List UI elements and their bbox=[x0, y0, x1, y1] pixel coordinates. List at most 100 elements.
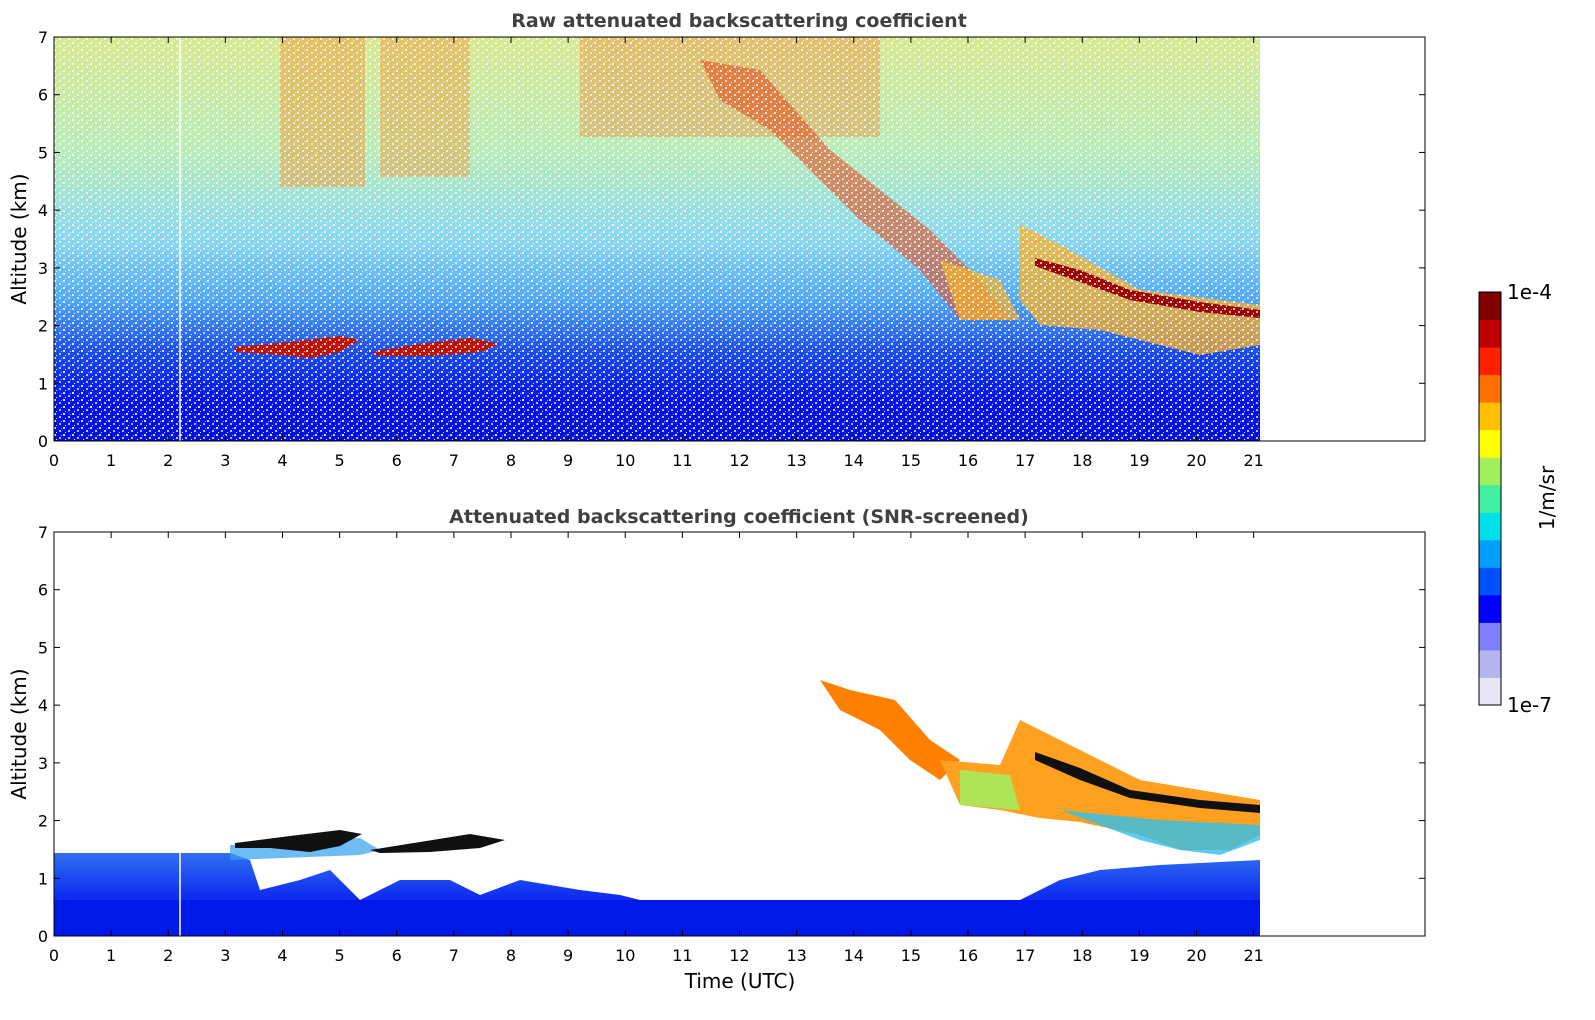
y-tick-label: 4 bbox=[38, 696, 48, 715]
x-tick-label: 8 bbox=[506, 451, 516, 470]
colorbar-unit-label: 1/m/sr bbox=[1535, 465, 1559, 530]
x-tick-label: 16 bbox=[958, 451, 978, 470]
colorbar-swatch bbox=[1479, 319, 1501, 348]
x-tick-label: 21 bbox=[1243, 946, 1263, 965]
x-tick-label: 9 bbox=[563, 946, 573, 965]
panel-2-title: Attenuated backscattering coefficient (S… bbox=[449, 506, 1029, 528]
colorbar-frame bbox=[1478, 291, 1502, 706]
x-tick-label: 15 bbox=[901, 451, 921, 470]
x-tick-label: 11 bbox=[672, 451, 692, 470]
x-tick-label: 9 bbox=[563, 451, 573, 470]
x-tick-label: 20 bbox=[1186, 946, 1206, 965]
colorbar-swatch bbox=[1479, 677, 1501, 706]
panel-2-xlabel: Time (UTC) bbox=[684, 969, 796, 993]
y-tick-label: 0 bbox=[38, 432, 48, 451]
colorbar-swatch bbox=[1479, 457, 1501, 486]
colorbar-swatch bbox=[1479, 429, 1501, 458]
x-axis-screened: 0 1 2 3 4 5 6 7 8 9 10 11 12 13 14 15 16 17 18 19 20 21 bbox=[49, 532, 1264, 965]
x-tick-label: 4 bbox=[277, 451, 287, 470]
x-tick-label: 18 bbox=[1072, 946, 1092, 965]
x-tick-label: 8 bbox=[506, 946, 516, 965]
y-axis-screened: 0 1 2 3 4 5 6 7 bbox=[38, 523, 1425, 946]
x-tick-label: 13 bbox=[786, 946, 806, 965]
colorbar-swatch bbox=[1479, 484, 1501, 513]
colorbar-swatch bbox=[1479, 512, 1501, 541]
heatmap-screened-boundary-layer-lower bbox=[54, 900, 1260, 936]
x-tick-label: 13 bbox=[786, 451, 806, 470]
heatmap-screened-cloud-fringe bbox=[960, 770, 1020, 810]
x-tick-label: 11 bbox=[672, 946, 692, 965]
y-tick-label: 6 bbox=[38, 86, 48, 105]
panel-2-ylabel: Altitude (km) bbox=[7, 668, 31, 799]
x-tick-label: 19 bbox=[1129, 451, 1149, 470]
x-tick-label: 0 bbox=[49, 946, 59, 965]
x-tick-label: 2 bbox=[163, 451, 173, 470]
y-tick-label: 1 bbox=[38, 374, 48, 393]
x-tick-label: 20 bbox=[1186, 451, 1206, 470]
x-tick-label: 10 bbox=[615, 451, 635, 470]
colorbar-swatch bbox=[1479, 539, 1501, 568]
colorbar-swatch bbox=[1479, 347, 1501, 376]
x-tick-label: 17 bbox=[1015, 451, 1035, 470]
y-tick-label: 5 bbox=[38, 143, 48, 162]
x-tick-label: 17 bbox=[1015, 946, 1035, 965]
x-tick-label: 14 bbox=[844, 946, 864, 965]
y-tick-label: 2 bbox=[38, 812, 48, 831]
heatmap-screened-descending-cloud bbox=[820, 680, 960, 780]
panel-1-title: Raw attenuated backscattering coefficien… bbox=[511, 10, 967, 32]
x-tick-label: 7 bbox=[449, 451, 459, 470]
y-tick-label: 3 bbox=[38, 754, 48, 773]
y-tick-label: 1 bbox=[38, 869, 48, 888]
heatmap-raw-speckle bbox=[54, 37, 1260, 441]
colorbar-swatch bbox=[1479, 594, 1501, 623]
y-tick-label: 7 bbox=[38, 523, 48, 542]
colorbar-swatches bbox=[1479, 292, 1501, 706]
x-tick-label: 2 bbox=[163, 946, 173, 965]
colorbar-swatch bbox=[1479, 649, 1501, 678]
x-tick-label: 3 bbox=[220, 946, 230, 965]
heatmap-raw bbox=[54, 37, 1260, 441]
y-tick-label: 5 bbox=[38, 638, 48, 657]
x-tick-label: 19 bbox=[1129, 946, 1149, 965]
x-tick-label: 3 bbox=[220, 451, 230, 470]
x-tick-label: 14 bbox=[844, 451, 864, 470]
panel-raw: Raw attenuated backscattering coefficien… bbox=[7, 10, 1426, 470]
colorbar-swatch bbox=[1479, 622, 1501, 651]
colorbar-max-label: 1e-4 bbox=[1507, 280, 1552, 304]
colorbar-min-label: 1e-7 bbox=[1507, 693, 1552, 717]
y-tick-label: 6 bbox=[38, 581, 48, 600]
x-tick-label: 6 bbox=[392, 451, 402, 470]
heatmap-screened-aerosol-layer bbox=[370, 834, 505, 853]
y-tick-label: 0 bbox=[38, 927, 48, 946]
heatmap-screened bbox=[54, 680, 1260, 936]
y-tick-label: 7 bbox=[38, 28, 48, 47]
x-tick-label: 18 bbox=[1072, 451, 1092, 470]
heatmap-screened-cloud-layer bbox=[1035, 752, 1260, 813]
x-tick-label: 5 bbox=[335, 451, 345, 470]
y-tick-label: 3 bbox=[38, 259, 48, 278]
colorbar-swatch bbox=[1479, 374, 1501, 403]
x-tick-label: 15 bbox=[901, 946, 921, 965]
x-tick-label: 6 bbox=[392, 946, 402, 965]
colorbar-swatch bbox=[1479, 402, 1501, 431]
panel-1-ylabel: Altitude (km) bbox=[7, 173, 31, 304]
colorbar: 1e-4 1e-7 1/m/sr bbox=[1478, 280, 1559, 717]
x-tick-label: 10 bbox=[615, 946, 635, 965]
x-tick-label: 21 bbox=[1243, 451, 1263, 470]
x-tick-label: 5 bbox=[335, 946, 345, 965]
x-tick-label: 4 bbox=[277, 946, 287, 965]
x-tick-label: 12 bbox=[729, 451, 749, 470]
heatmap-screened-cloud-underside bbox=[1060, 810, 1260, 855]
x-tick-label: 1 bbox=[106, 946, 116, 965]
x-tick-label: 0 bbox=[49, 451, 59, 470]
heatmap-screened-aerosol-layer bbox=[235, 830, 362, 852]
y-tick-label: 4 bbox=[38, 201, 48, 220]
colorbar-swatch bbox=[1479, 567, 1501, 596]
x-tick-label: 12 bbox=[729, 946, 749, 965]
x-axis-raw: 0 1 2 3 4 5 6 7 8 9 10 11 12 13 14 15 16 17 18 19 20 21 bbox=[49, 37, 1264, 470]
colorbar-swatch bbox=[1479, 292, 1501, 321]
y-axis-raw: 0 1 2 3 4 5 6 7 bbox=[38, 28, 1425, 451]
y-tick-label: 2 bbox=[38, 317, 48, 336]
panel-screened: Attenuated backscattering coefficient (S… bbox=[7, 506, 1426, 993]
